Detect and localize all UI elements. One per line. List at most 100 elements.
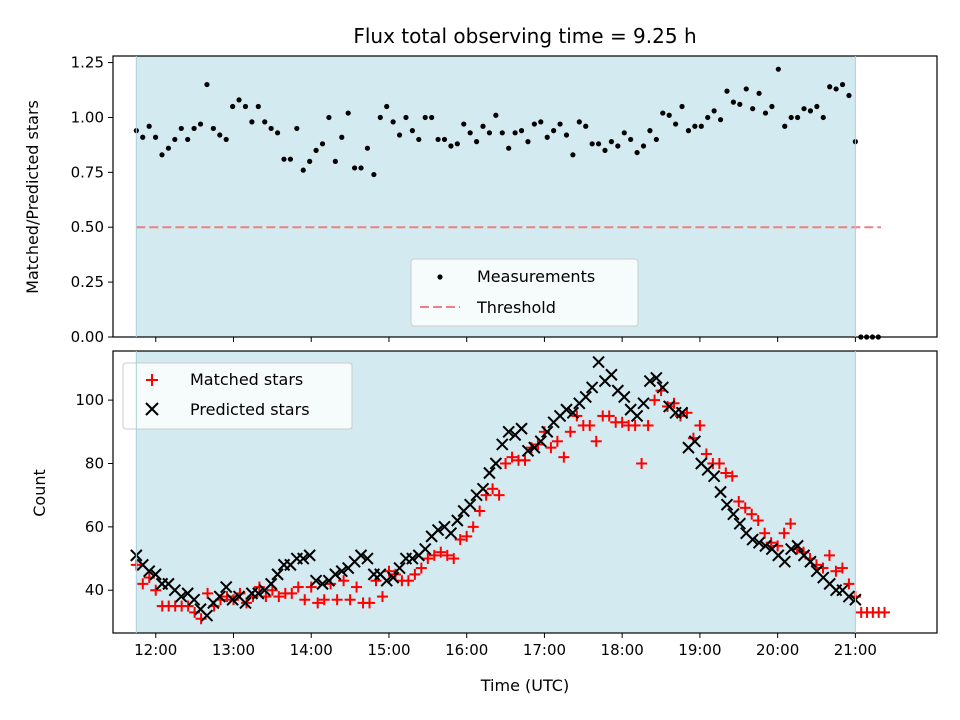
measurement-point [756,90,762,96]
measurement-point [429,114,435,121]
matched-star-point [448,553,460,565]
x-tick-label: 18:00 [601,641,644,659]
predicted-star-point [386,571,400,584]
measurement-point [673,121,679,127]
measurement-point [339,134,345,140]
measurement-point [551,128,557,134]
measurement-point [159,152,165,158]
measurement-point [750,106,756,112]
bottom-x-axis-ticks: 12:00 13:00 14:00 15:00 16:00 17:00 18:00 19:00… [134,633,877,659]
measurement-point [178,125,184,132]
x-tick-label: 14:00 [290,641,333,659]
matched-star-point [150,584,162,596]
predicted-star-point [239,596,252,610]
predicted-star-point [714,485,727,499]
measurement-point [563,132,570,138]
predicted-star-point [752,536,766,549]
measurement-point [274,130,281,136]
matched-star-point [474,505,486,517]
predicted-star-point [380,574,393,587]
measurement-point [185,136,191,143]
measurement-point [454,141,460,147]
measurement-point [814,103,820,110]
matched-star-point [836,562,848,574]
measurement-point [448,143,454,149]
bottom-x-axis-label: Time (UTC) [480,676,569,695]
matched-star-point [739,502,751,514]
measurement-point [493,112,499,118]
measurement-point [262,119,268,125]
measurement-point [807,108,814,114]
measurement-point [473,139,480,145]
x-tick-label: 20:00 [756,641,799,659]
matched-star-point [331,594,343,606]
measurement-point [371,171,377,178]
predicted-star-point [496,438,509,451]
measurement-point [332,158,338,164]
measurement-point [281,156,287,162]
matched-star-point [286,587,298,599]
predicted-star-point [541,425,554,439]
matched-star-point [752,515,764,527]
measurement-point [358,165,364,171]
predicted-star-point [605,368,618,381]
legend-threshold-label: Threshold [476,298,556,317]
matched-star-point [487,483,499,495]
top-x-axis-ticks [155,337,856,342]
measurement-point [583,123,589,129]
x-tick-label: 17:00 [523,641,566,659]
measurement-point [236,97,242,103]
predicted-star-point [354,549,368,562]
y-tick-label: 40 [85,581,104,599]
matched-star-point [338,575,350,587]
measurement-point [441,136,448,143]
measurement-point [409,128,415,134]
matched-star-point [318,594,330,606]
predicted-star-point [219,580,233,594]
predicted-star-point [297,552,310,565]
matched-star-point [435,546,447,558]
matched-star-point [500,457,512,469]
measurement-point [300,167,306,173]
matched-star-point [551,435,563,447]
y-tick-label: 0.00 [71,328,104,346]
measurement-point [435,136,441,143]
matched-star-point [364,597,376,609]
y-tick-label: 0.50 [71,218,104,236]
matched-star-point [629,419,641,431]
matched-star-point [376,591,388,603]
predicted-star-point [303,549,316,562]
measurement-point [384,103,390,110]
measurement-point [294,125,300,132]
measurement-point [352,165,358,171]
y-tick-label: 1.00 [71,108,104,126]
matched-star-point [422,553,434,565]
predicted-star-point [560,403,573,416]
x-tick-label: 13:00 [212,641,255,659]
matched-star-point [273,591,285,603]
measurement-point [762,110,769,116]
measurement-point [217,132,223,138]
matched-star-point [402,575,414,587]
predicted-star-point [335,565,348,578]
legend-matched-label: Matched stars [190,370,303,389]
matched-star-point [351,581,363,593]
matched-star-point [558,451,570,463]
measurement-point [698,123,704,129]
measurement-point [576,119,582,125]
measurement-point [717,117,724,123]
predicted-star-point [746,533,759,546]
matched-star-point [746,508,758,520]
predicted-star-point [393,561,406,575]
y-tick-label: 1.25 [71,54,104,72]
predicted-star-point [643,374,657,388]
measurement-point [794,114,801,121]
measurement-point [557,121,563,127]
matched-star-point [843,578,855,590]
measurement-point [506,145,512,151]
bottom-y-axis-label: Count [30,469,49,517]
x-tick-label: 15:00 [367,641,410,659]
predicted-star-point [579,390,592,404]
matched-star-point [202,587,214,599]
